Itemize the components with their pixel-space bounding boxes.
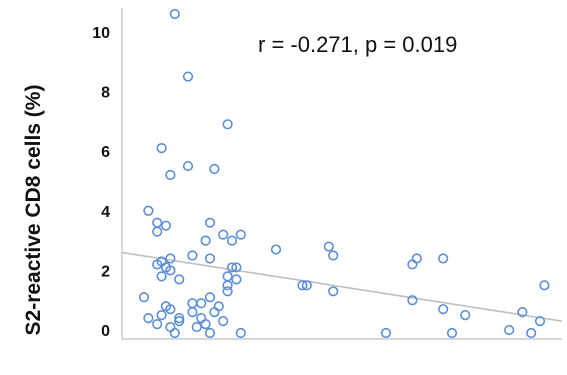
y-tick-label: 0 (101, 323, 110, 340)
data-point (204, 327, 216, 339)
data-point (222, 271, 233, 282)
data-point (187, 298, 198, 309)
data-point (446, 327, 458, 339)
data-point (235, 327, 246, 339)
data-point (539, 280, 550, 291)
data-point (209, 163, 220, 175)
data-point (187, 250, 198, 261)
data-point (165, 321, 176, 333)
data-point (438, 304, 449, 315)
data-point (174, 313, 185, 324)
data-point (226, 262, 238, 273)
data-point (534, 316, 546, 327)
y-tick-label: 2 (101, 263, 110, 280)
data-point (182, 71, 194, 82)
y-tick-labels: 0 2 4 6 8 10 (92, 25, 110, 340)
data-point (196, 298, 207, 309)
y-tick-label: 10 (92, 25, 110, 42)
data-point (204, 292, 216, 303)
data-point (174, 274, 185, 285)
data-point (526, 327, 537, 339)
data-point (138, 292, 150, 303)
y-tick-label: 6 (101, 144, 110, 161)
data-point (407, 259, 418, 270)
data-point (156, 143, 167, 154)
y-axis-title: S2-reactive CD8 cells (%) (22, 85, 45, 336)
data-point (196, 313, 207, 324)
data-point (297, 280, 308, 291)
data-point (143, 313, 154, 324)
correlation-annotation: r = -0.271, p = 0.019 (258, 32, 457, 57)
data-point (152, 226, 163, 237)
data-point (460, 310, 471, 321)
data-point (235, 229, 246, 240)
data-point (169, 327, 180, 339)
data-point (231, 262, 242, 273)
data-point (218, 229, 229, 240)
data-point (191, 321, 202, 333)
data-point (200, 318, 211, 330)
data-point (204, 217, 216, 228)
data-point (438, 253, 449, 264)
data-point (328, 250, 339, 261)
data-point (504, 324, 515, 336)
data-point (165, 253, 176, 264)
y-tick-label: 8 (101, 84, 110, 101)
data-point (517, 307, 528, 318)
data-point (165, 169, 176, 181)
data-point (187, 307, 198, 318)
data-point (143, 205, 154, 216)
data-point (152, 259, 163, 270)
data-point (200, 235, 211, 246)
data-point (328, 286, 339, 297)
data-point (231, 274, 242, 285)
data-point (156, 271, 167, 282)
data-point (222, 286, 233, 297)
data-point (411, 253, 422, 264)
data-point (209, 307, 220, 318)
data-point (165, 265, 176, 276)
data-point (213, 301, 224, 312)
data-point (323, 241, 334, 252)
data-point (160, 220, 172, 231)
data-point (165, 304, 176, 315)
data-point (222, 119, 233, 130)
data-point (156, 310, 167, 321)
data-point (169, 8, 180, 20)
y-tick-label: 4 (101, 204, 110, 221)
data-point (380, 327, 392, 339)
data-point (152, 217, 163, 228)
data-point (301, 280, 312, 291)
axes (121, 8, 562, 340)
data-point (218, 316, 229, 327)
data-point (407, 295, 418, 306)
data-point (222, 280, 233, 291)
data-points (138, 8, 550, 339)
data-point (182, 160, 194, 172)
trendline (121, 251, 563, 322)
data-point (152, 318, 163, 330)
data-point (226, 235, 238, 246)
data-point (174, 316, 185, 327)
data-point (270, 244, 282, 255)
data-point (204, 253, 216, 264)
